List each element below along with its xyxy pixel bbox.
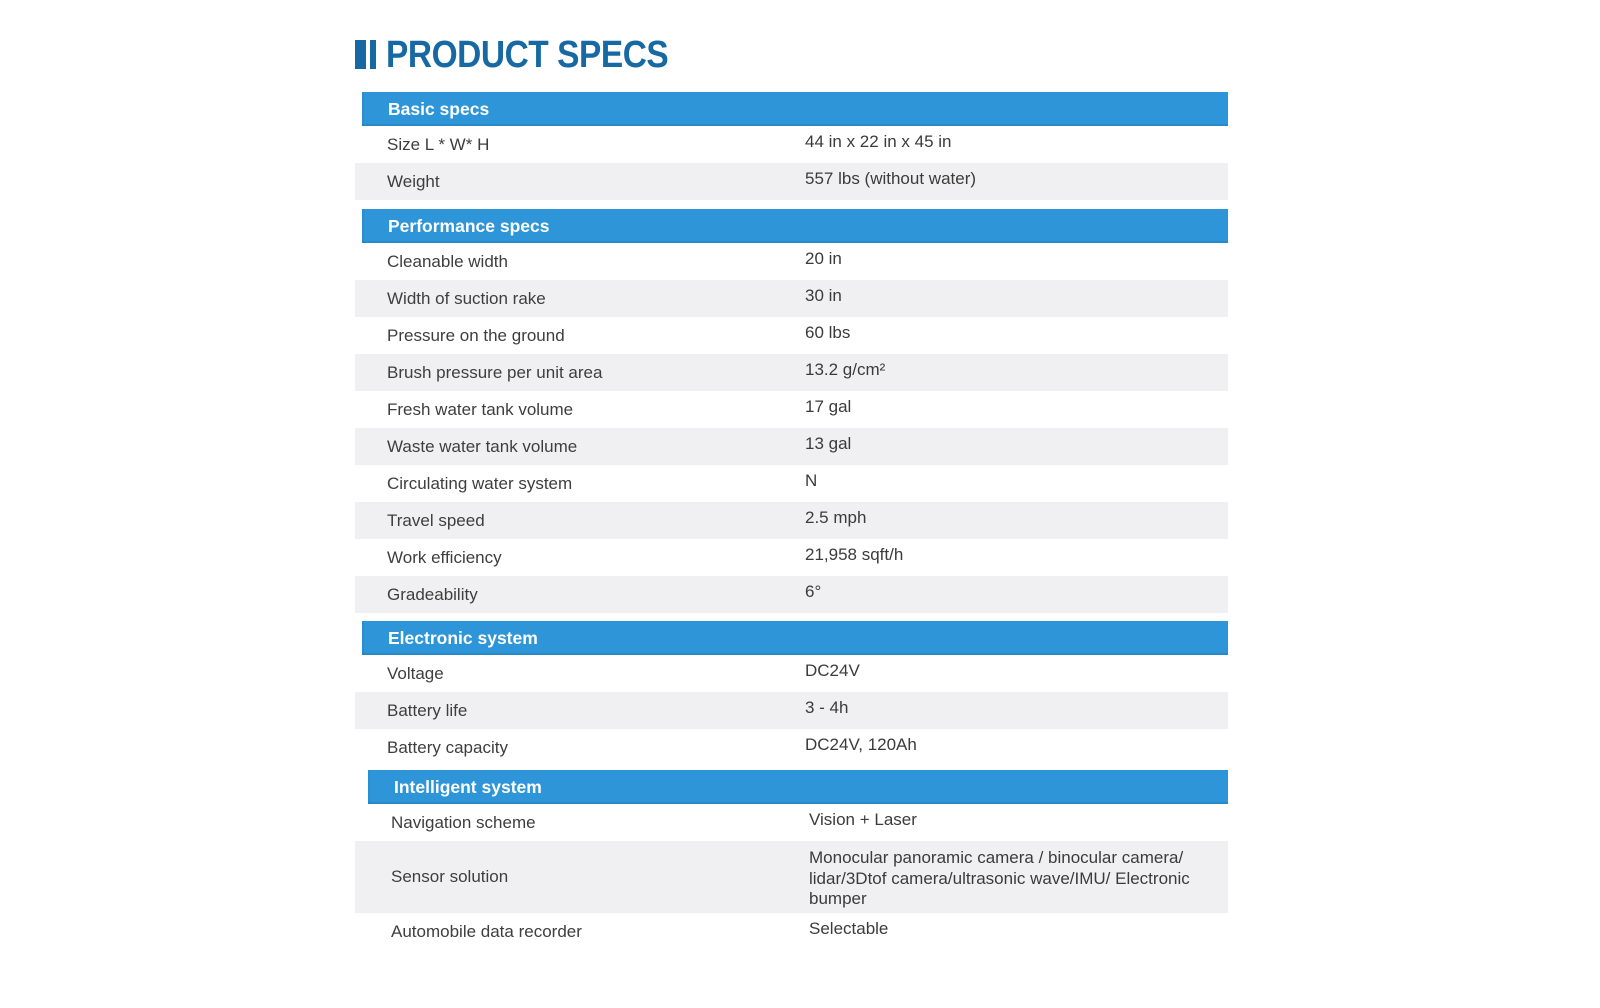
table-row: Waste water tank volume 13 gal xyxy=(355,428,1228,465)
spec-label: Waste water tank volume xyxy=(387,436,578,456)
table-row: Fresh water tank volume 17 gal xyxy=(355,391,1228,428)
spec-value-cell: 20 in xyxy=(805,243,1228,280)
table-row: Circulating water system N xyxy=(355,465,1228,502)
spec-value: DC24V xyxy=(805,661,860,681)
table-row: Size L * W* H 44 in x 22 in x 45 in xyxy=(355,126,1228,163)
section-rows: Cleanable width 20 in Width of suction r… xyxy=(355,243,1228,613)
table-row: Travel speed 2.5 mph xyxy=(355,502,1228,539)
spec-value: 557 lbs (without water) xyxy=(805,169,977,189)
spec-label: Weight xyxy=(387,171,440,191)
spec-value: 2.5 mph xyxy=(805,508,867,528)
spec-value: 21,958 sqft/h xyxy=(805,545,904,565)
spec-label: Battery life xyxy=(387,700,468,720)
double-bar-icon xyxy=(355,40,376,69)
spec-value-cell: 21,958 sqft/h xyxy=(805,539,1228,576)
table-row: Sensor solution Monocular panoramic came… xyxy=(355,841,1228,913)
table-row: Battery life 3 - 4h xyxy=(355,692,1228,729)
table-row: Navigation scheme Vision + Laser xyxy=(355,804,1228,841)
bar-icon-thick xyxy=(355,40,366,69)
table-row: Pressure on the ground 60 lbs xyxy=(355,317,1228,354)
spec-value: Monocular panoramic camera / binocular c… xyxy=(809,848,1190,908)
spec-value: Selectable xyxy=(809,919,889,939)
section-intelligent-system: Intelligent system Navigation scheme Vis… xyxy=(355,770,1228,950)
spec-value-cell: DC24V, 120Ah xyxy=(805,729,1228,766)
section-header: Basic specs xyxy=(362,92,1228,126)
spec-label: Size L * W* H xyxy=(387,134,490,154)
table-row: Brush pressure per unit area 13.2 g/cm² xyxy=(355,354,1228,391)
spec-label: Navigation scheme xyxy=(391,812,536,832)
table-row: Work efficiency 21,958 sqft/h xyxy=(355,539,1228,576)
spec-value: 60 lbs xyxy=(805,323,851,343)
spec-value-cell: 6° xyxy=(805,576,1228,613)
spec-value-cell: 13 gal xyxy=(805,428,1228,465)
section-rows: Navigation scheme Vision + Laser Sensor … xyxy=(355,804,1228,950)
spec-label: Travel speed xyxy=(387,510,485,530)
table-row: Cleanable width 20 in xyxy=(355,243,1228,280)
spec-value-cell: 17 gal xyxy=(805,391,1228,428)
spec-label: Cleanable width xyxy=(387,251,508,271)
spec-label: Brush pressure per unit area xyxy=(387,362,603,382)
spec-value-cell: 2.5 mph xyxy=(805,502,1228,539)
spec-value-cell: Selectable xyxy=(809,913,1228,950)
section-header: Electronic system xyxy=(362,621,1228,655)
section-header: Intelligent system xyxy=(368,770,1228,804)
table-row: Weight 557 lbs (without water) xyxy=(355,163,1228,200)
spec-value: 13.2 g/cm² xyxy=(805,360,886,380)
spec-label: Pressure on the ground xyxy=(387,325,565,345)
spec-value: 6° xyxy=(805,582,822,602)
page-title: PRODUCT SPECS xyxy=(386,34,669,76)
page-title-block: PRODUCT SPECS xyxy=(355,36,1228,84)
table-row: Width of suction rake 30 in xyxy=(355,280,1228,317)
spec-label: Voltage xyxy=(387,663,444,683)
spec-value-cell: Vision + Laser xyxy=(809,804,1228,841)
spec-value: N xyxy=(805,471,818,491)
spec-value: 17 gal xyxy=(805,397,852,417)
section-electronic-system: Electronic system Voltage DC24V Battery … xyxy=(355,621,1228,766)
spec-value: Vision + Laser xyxy=(809,810,917,830)
spec-value: 20 in xyxy=(805,249,842,269)
spec-value: 44 in x 22 in x 45 in xyxy=(805,132,952,152)
spec-value-cell: DC24V xyxy=(805,655,1228,692)
section-rows: Voltage DC24V Battery life 3 - 4h Batter… xyxy=(355,655,1228,766)
spec-value-cell: 557 lbs (without water) xyxy=(805,163,1228,200)
spec-value: 30 in xyxy=(805,286,842,306)
spec-value-cell: 3 - 4h xyxy=(805,692,1228,729)
table-row: Battery capacity DC24V, 120Ah xyxy=(355,729,1228,766)
spec-label: Fresh water tank volume xyxy=(387,399,574,419)
spec-value-cell: N xyxy=(805,465,1228,502)
section-header: Performance specs xyxy=(362,209,1228,243)
spec-label: Battery capacity xyxy=(387,737,508,757)
bar-icon-thin xyxy=(370,40,376,69)
spec-label: Width of suction rake xyxy=(387,288,546,308)
table-row: Gradeability 6° xyxy=(355,576,1228,613)
spec-label: Automobile data recorder xyxy=(391,921,582,941)
spec-value-cell: 30 in xyxy=(805,280,1228,317)
section-basic-specs: Basic specs Size L * W* H 44 in x 22 in … xyxy=(355,92,1228,200)
table-row: Voltage DC24V xyxy=(355,655,1228,692)
spec-label: Gradeability xyxy=(387,584,478,604)
spec-label: Work efficiency xyxy=(387,547,502,567)
spec-sheet: PRODUCT SPECS Basic specs Size L * W* H … xyxy=(355,0,1228,950)
section-rows: Size L * W* H 44 in x 22 in x 45 in Weig… xyxy=(355,126,1228,200)
spec-value-cell: 44 in x 22 in x 45 in xyxy=(805,126,1228,163)
section-performance-specs: Performance specs Cleanable width 20 in … xyxy=(355,209,1228,613)
spec-value-cell: 13.2 g/cm² xyxy=(805,354,1228,391)
table-row: Automobile data recorder Selectable xyxy=(355,913,1228,950)
spec-value-cell: 60 lbs xyxy=(805,317,1228,354)
spec-value: 13 gal xyxy=(805,434,852,454)
spec-value-cell: Monocular panoramic camera / binocular c… xyxy=(809,841,1228,913)
spec-label: Circulating water system xyxy=(387,473,573,493)
spec-value: DC24V, 120Ah xyxy=(805,735,917,755)
spec-label: Sensor solution xyxy=(391,867,509,886)
spec-value: 3 - 4h xyxy=(805,698,849,718)
